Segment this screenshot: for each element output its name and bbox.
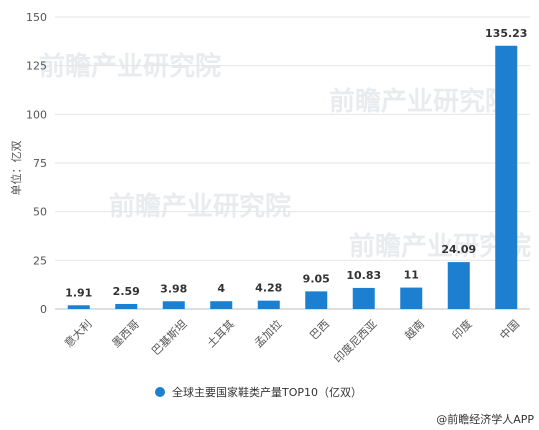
legend-label: 全球主要国家鞋类产量TOP10（亿双） [172, 385, 362, 399]
data-label: 1.91 [65, 286, 92, 299]
bar [162, 301, 185, 309]
bar [257, 300, 280, 309]
y-tick-label: 150 [26, 11, 47, 24]
y-axis-ticks: 0 25 50 75 100 125 150 [26, 11, 47, 316]
y-tick-label: 0 [40, 303, 47, 316]
bar [210, 301, 233, 309]
bar [400, 287, 423, 309]
y-tick-label: 75 [33, 157, 47, 170]
x-tick-label: 墨西哥 [110, 318, 143, 351]
data-label: 135.23 [485, 27, 527, 40]
data-label: 9.05 [303, 272, 330, 285]
x-tick-label: 印度尼西亚 [331, 317, 380, 366]
legend-marker [155, 387, 165, 397]
y-tick-label: 125 [26, 60, 47, 73]
x-tick-label: 越南 [402, 317, 427, 342]
data-label: 4 [217, 282, 225, 295]
y-tick-label: 50 [33, 206, 47, 219]
gridlines [55, 16, 530, 261]
y-axis-label: 单位：亿双 [9, 141, 23, 196]
x-tick-label: 中国 [497, 318, 522, 343]
watermark-text: 前瞻产业研究院 [329, 86, 511, 117]
x-tick-label: 印度 [449, 317, 474, 342]
bar [115, 303, 138, 309]
bar [447, 262, 470, 309]
legend: 全球主要国家鞋类产量TOP10（亿双） [155, 385, 362, 399]
data-label: 24.09 [441, 243, 476, 256]
data-label: 3.98 [160, 282, 187, 295]
y-tick-label: 25 [33, 254, 47, 267]
watermark-text: 前瞻产业研究院 [109, 191, 291, 222]
bar [495, 45, 518, 310]
x-tick-label: 巴基斯坦 [149, 317, 190, 358]
x-tick-label: 意大利 [61, 317, 94, 350]
bar [67, 305, 90, 309]
bar-series [67, 45, 518, 310]
data-label: 11 [404, 269, 419, 282]
data-label: 10.83 [346, 269, 381, 282]
x-tick-label: 巴西 [307, 318, 332, 343]
y-tick-label: 100 [26, 108, 47, 121]
bar [352, 287, 375, 309]
x-tick-label: 孟加拉 [251, 317, 284, 350]
source-credit: @前瞻经济学人APP [436, 412, 534, 426]
data-label: 4.28 [255, 282, 282, 295]
bar [305, 291, 328, 309]
x-tick-label: 土耳其 [205, 318, 238, 351]
data-label: 2.59 [113, 285, 140, 298]
x-axis-ticks: 意大利 墨西哥 巴基斯坦 土耳其 孟加拉 巴西 印度尼西亚 越南 印度 中国 [61, 317, 522, 366]
watermark-text: 前瞻产业研究院 [39, 51, 221, 82]
data-labels: 1.91 2.59 3.98 4 4.28 9.05 10.83 11 24.09 135.23 [65, 27, 527, 300]
